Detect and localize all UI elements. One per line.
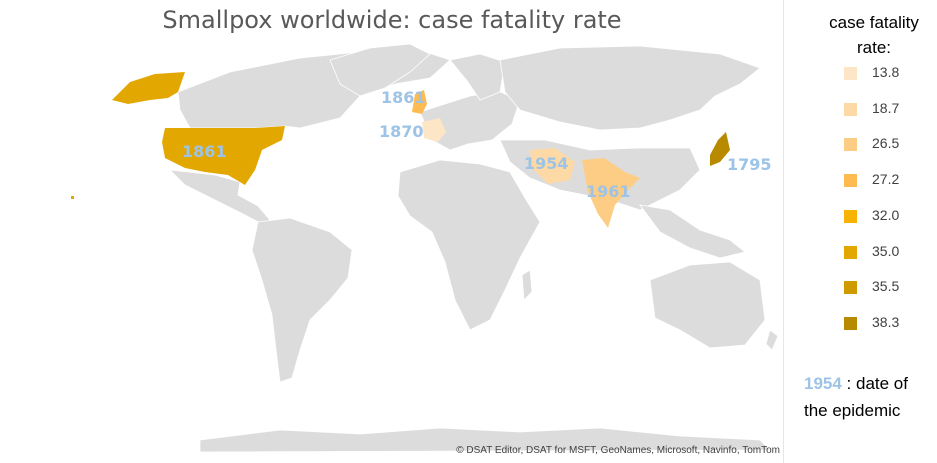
legend-swatch [844, 174, 857, 188]
legend-label: 27.2 [872, 171, 900, 188]
legend-swatch [844, 102, 857, 116]
region-hawaii [71, 196, 74, 199]
legend-label: 38.3 [872, 313, 900, 330]
legend-swatch [844, 281, 857, 295]
legend-title-line2: rate: [856, 38, 892, 57]
legend-label: 35.5 [872, 278, 900, 295]
region-iran [530, 148, 575, 184]
year-label-japan: 1795 [727, 155, 772, 174]
legend-swatch [844, 67, 857, 80]
region-uk [412, 90, 427, 114]
land-south-america [251, 217, 353, 383]
year-label-uk: 1861 [381, 88, 426, 107]
panel-divider [783, 0, 784, 463]
region-india [582, 158, 640, 228]
legend-swatch [844, 316, 857, 330]
legend-title-line1: case fatality [829, 13, 919, 32]
region-japan [710, 132, 730, 166]
map-title: Smallpox worldwide: case fatality rate [162, 6, 622, 34]
year-label-france: 1870 [379, 122, 424, 141]
year-label-usa: 1861 [182, 142, 227, 161]
year-label-iran: 1954 [524, 154, 569, 173]
land-southeast-asia [639, 204, 746, 259]
region-usa [162, 126, 285, 185]
land-new-zealand [765, 329, 779, 351]
year-label-india: 1961 [586, 182, 631, 201]
legend-swatch [844, 245, 857, 259]
map-panel: Smallpox worldwide: case fatality rate 1… [71, 0, 784, 463]
legend-note-year: 1954 [804, 374, 842, 393]
land-scandinavia [449, 53, 506, 101]
land-russia-asia [499, 45, 761, 131]
legend-swatch [844, 138, 857, 152]
region-alaska [112, 72, 185, 104]
land-greenland [329, 43, 431, 97]
legend-title: case fatality rate: [814, 10, 934, 60]
legend-note-text: : date of the epidemic [804, 374, 908, 420]
legend-label: 35.0 [872, 242, 900, 259]
legend-note: 1954 : date of the epidemic [804, 370, 934, 424]
legend-swatch [844, 209, 857, 223]
land-antarctica [199, 427, 771, 453]
legend-panel: case fatality rate: 13.8 18.7 26.5 27.2 32.0… [786, 0, 937, 463]
land-mexico-central-america [168, 169, 271, 225]
legend-label: 13.8 [872, 64, 900, 80]
land-europe [419, 91, 521, 151]
land-africa [397, 159, 541, 331]
map-credits: © DSAT Editor, DSAT for MSFT, GeoNames, … [456, 445, 780, 456]
legend-label: 18.7 [872, 99, 900, 116]
region-france [422, 118, 446, 142]
land-australia [649, 261, 766, 349]
land-madagascar [521, 269, 533, 301]
world-map [71, 43, 779, 453]
legend-label: 32.0 [872, 206, 900, 223]
legend-label: 26.5 [872, 135, 900, 152]
